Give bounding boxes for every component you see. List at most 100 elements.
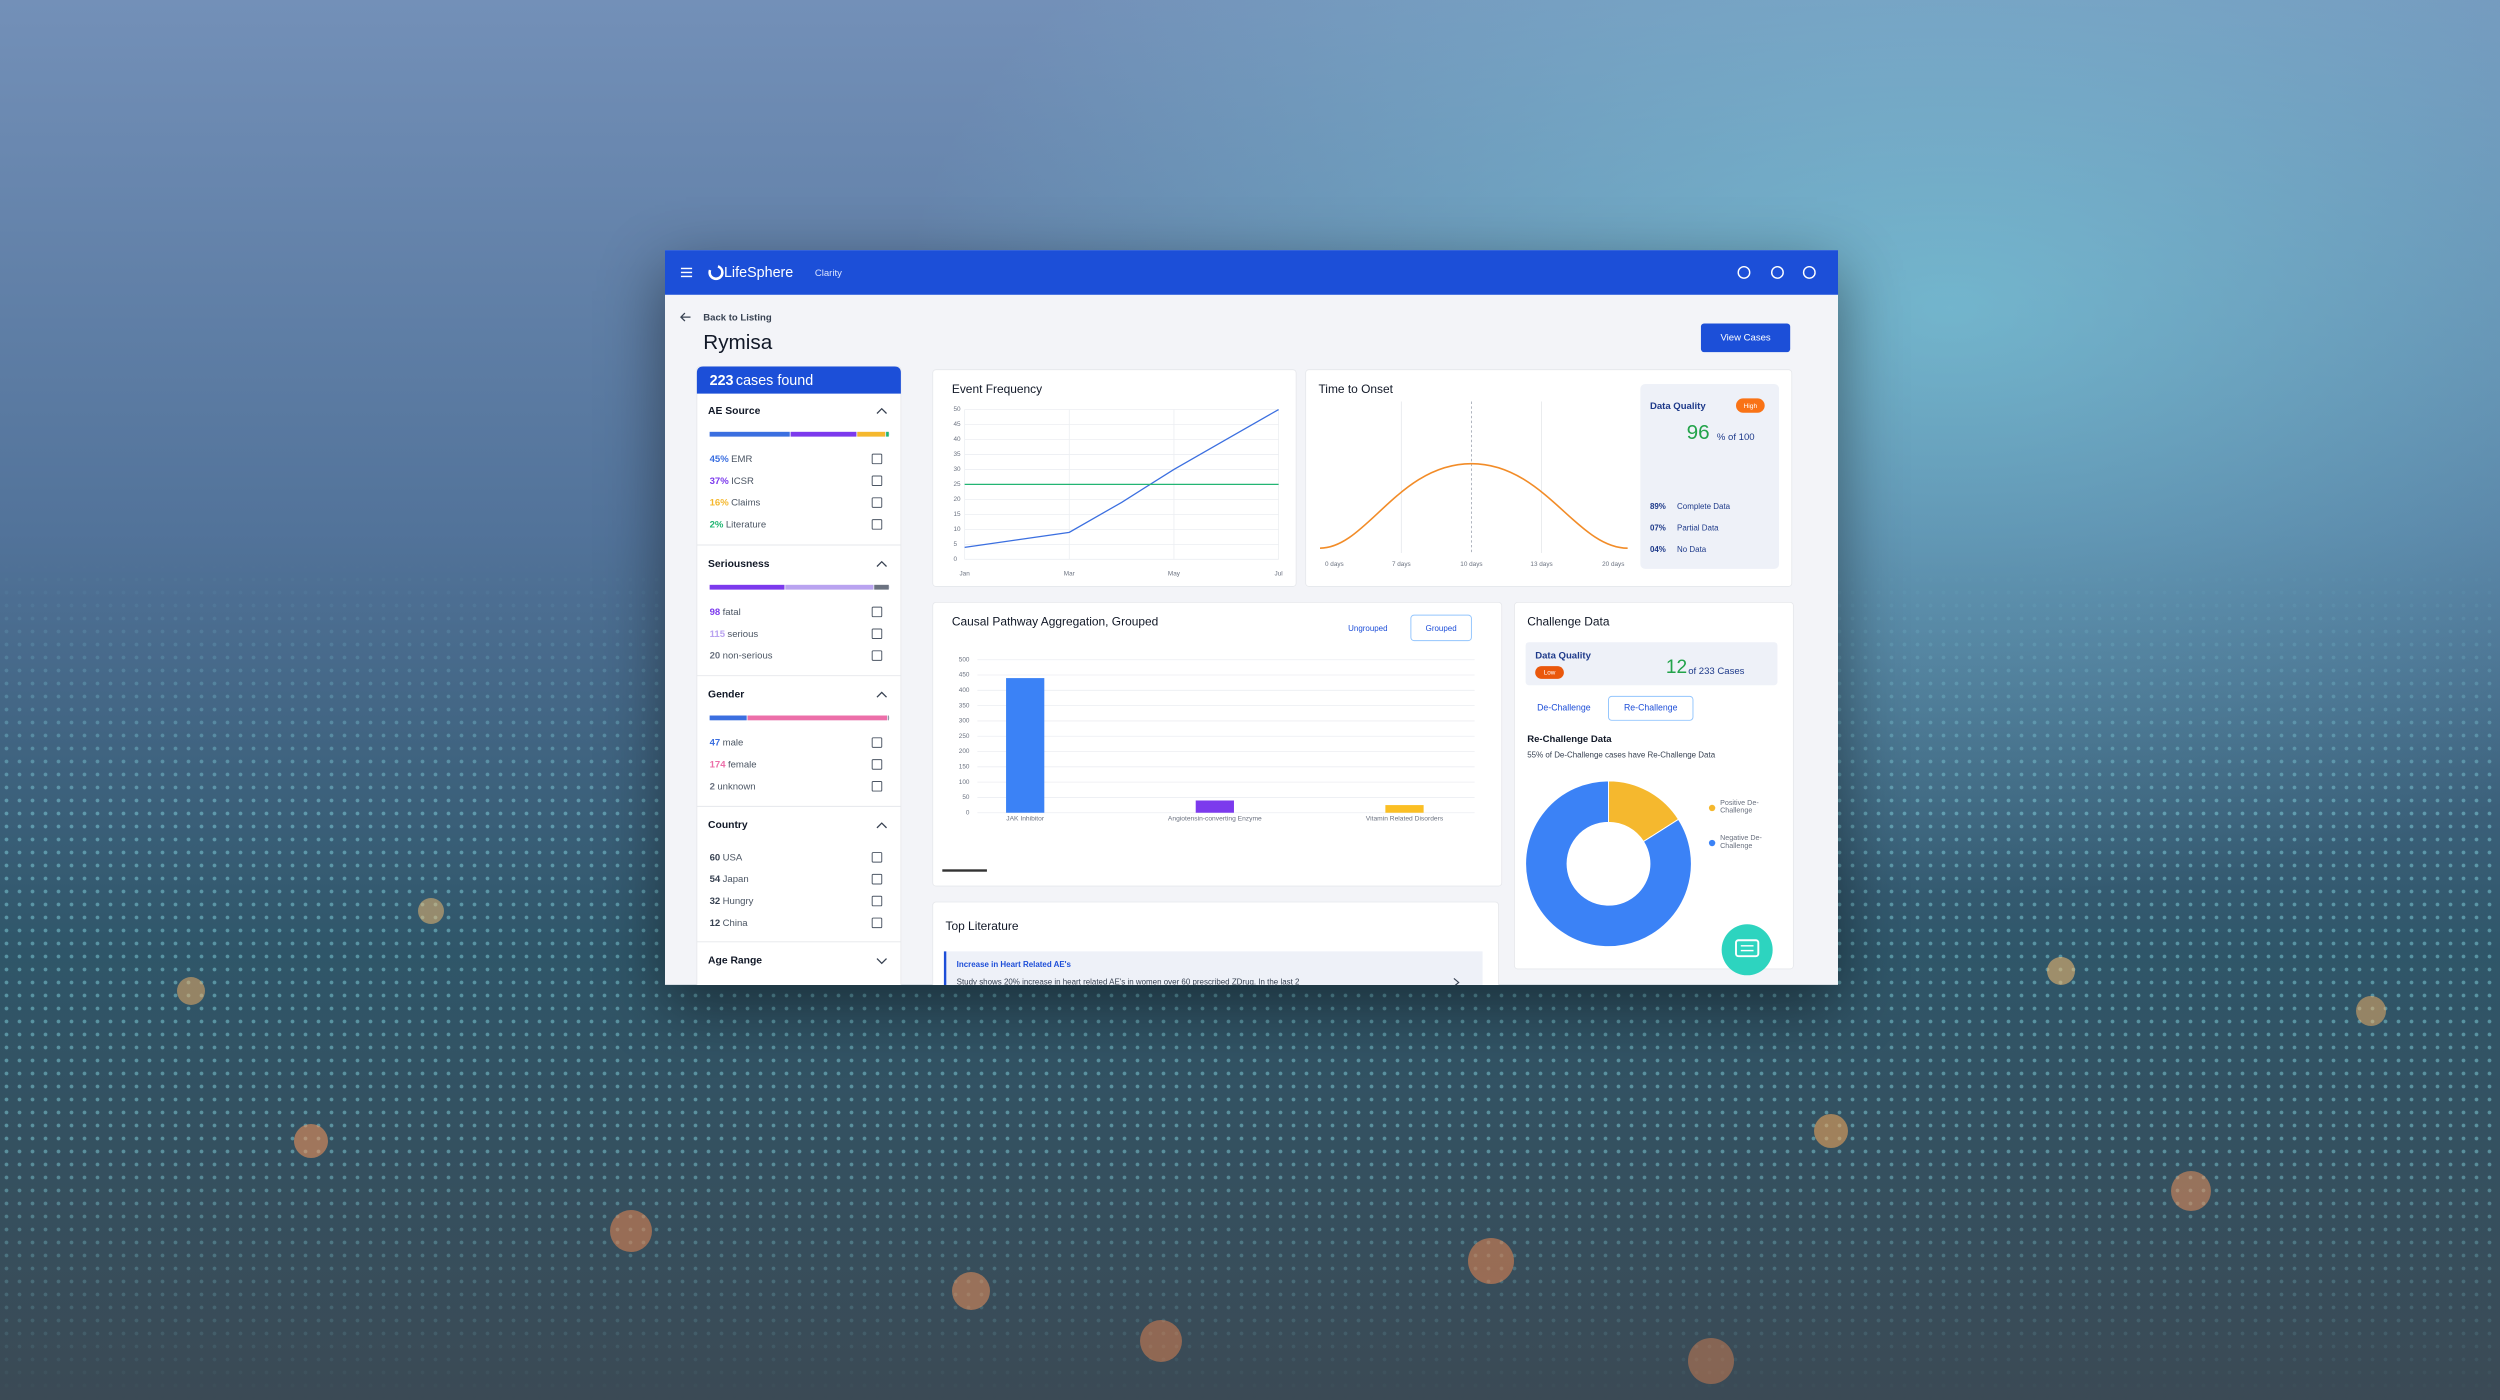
filter-item: 47 male bbox=[710, 737, 744, 748]
filter-item-value: 54 bbox=[710, 874, 721, 885]
x-tick-label: May bbox=[1168, 570, 1181, 577]
literature-accent bbox=[943, 951, 947, 985]
filter-bar-segment bbox=[790, 431, 857, 437]
data-quality-box bbox=[1640, 384, 1780, 569]
filter-title[interactable]: Seriousness bbox=[708, 559, 770, 570]
checkbox[interactable] bbox=[871, 873, 883, 885]
view-cases-button[interactable] bbox=[1700, 323, 1791, 353]
quality-item-name: Partial Data bbox=[1677, 523, 1719, 532]
back-link[interactable]: Back to Listing bbox=[703, 312, 772, 323]
y-tick-label: 35 bbox=[953, 451, 961, 458]
filter-item-value: 2% bbox=[710, 519, 724, 530]
help-icon[interactable] bbox=[1737, 265, 1751, 279]
y-tick-label: 5 bbox=[953, 541, 957, 548]
challenge-count-suffix: of 233 Cases bbox=[1688, 666, 1744, 677]
x-tick-label: 7 days bbox=[1392, 561, 1411, 568]
y-tick-label: 40 bbox=[953, 436, 961, 443]
filter-item: 45% EMR bbox=[710, 453, 753, 464]
literature-item[interactable] bbox=[943, 951, 1483, 985]
checkbox[interactable] bbox=[871, 781, 883, 792]
filter-title[interactable]: AE Source bbox=[708, 406, 761, 417]
data-quality-label: Data Quality bbox=[1650, 401, 1706, 412]
checkbox[interactable] bbox=[871, 497, 883, 508]
checkbox[interactable] bbox=[871, 917, 883, 929]
checkbox[interactable] bbox=[871, 453, 883, 465]
view-cases-label[interactable]: View Cases bbox=[1720, 332, 1770, 343]
checkbox[interactable] bbox=[871, 759, 883, 770]
checkbox[interactable] bbox=[871, 852, 883, 863]
tab-de-challenge[interactable]: De-Challenge bbox=[1537, 703, 1591, 713]
filter-bar-segment bbox=[886, 431, 889, 437]
tab-re-challenge[interactable]: Re-Challenge bbox=[1624, 703, 1678, 713]
filter-item-name: USA bbox=[723, 852, 743, 863]
chevron[interactable] bbox=[876, 407, 887, 414]
notification-icon[interactable] bbox=[1770, 265, 1784, 279]
case-count-label: cases found bbox=[736, 373, 813, 389]
literature-summary: Study shows 20% increase in heart relate… bbox=[957, 978, 1300, 985]
filter-item-value: 2 bbox=[710, 781, 715, 792]
bar bbox=[1006, 678, 1045, 813]
chevron[interactable] bbox=[876, 958, 887, 965]
y-tick-label: 0 bbox=[966, 809, 970, 816]
filter-bar-segment bbox=[785, 584, 874, 590]
app: LifeSphere Clarity Back to Listing Rymisa Vi… bbox=[665, 250, 1838, 985]
filter-item: 98 fatal bbox=[710, 606, 741, 617]
app-window: LifeSphere Clarity Back to Listing Rymisa Vi… bbox=[665, 250, 1838, 985]
legend-label: Positive De-Challenge bbox=[1720, 798, 1759, 815]
page-title: Rymisa bbox=[703, 331, 772, 354]
filter-item: 2% Literature bbox=[710, 519, 767, 530]
onset-curve bbox=[1320, 462, 1628, 549]
filter-item: 60 USA bbox=[710, 852, 743, 863]
filter-bar-segment bbox=[874, 584, 889, 590]
x-tick-label-box: Vitamin Related Disorders bbox=[1366, 816, 1443, 822]
filter-bar-segment bbox=[857, 431, 886, 437]
product-name: Clarity bbox=[815, 268, 842, 279]
x-tick-label: Jul bbox=[1275, 570, 1283, 577]
line-series bbox=[964, 408, 1279, 548]
filter-item-value: 115 bbox=[710, 628, 726, 639]
checkbox[interactable] bbox=[871, 628, 883, 640]
filter-item: 20 non-serious bbox=[710, 650, 773, 661]
checkbox[interactable] bbox=[871, 519, 883, 530]
filter-title[interactable]: Country bbox=[708, 820, 748, 831]
card-title: Event Frequency bbox=[952, 382, 1042, 396]
filter-item: 16% Claims bbox=[710, 497, 761, 508]
back-arrow[interactable] bbox=[680, 312, 691, 322]
filter-header bbox=[696, 366, 901, 394]
toggle-ungrouped[interactable]: Ungrouped bbox=[1348, 624, 1387, 633]
chevron[interactable] bbox=[876, 691, 887, 698]
quality-item-value: 04% bbox=[1650, 545, 1666, 554]
y-tick-label: 250 bbox=[959, 733, 970, 740]
filter-title[interactable]: Gender bbox=[708, 690, 744, 701]
checkbox[interactable] bbox=[871, 475, 883, 487]
card-title: Time to Onset bbox=[1318, 382, 1393, 396]
data-quality-box bbox=[1525, 642, 1778, 686]
chat-button[interactable] bbox=[1721, 924, 1773, 976]
checkbox[interactable] bbox=[871, 606, 883, 618]
case-count: 223 bbox=[710, 373, 734, 389]
chevron[interactable] bbox=[876, 822, 887, 829]
filter-item-value: 45% bbox=[710, 453, 730, 464]
y-tick-label: 400 bbox=[959, 687, 970, 694]
filter-bar-segment bbox=[709, 715, 747, 721]
checkbox[interactable] bbox=[871, 737, 883, 748]
checkbox[interactable] bbox=[871, 650, 883, 661]
filter-bar-segment bbox=[709, 431, 790, 437]
y-tick-label: 50 bbox=[953, 406, 961, 413]
toggle-grouped-box[interactable] bbox=[1410, 614, 1472, 642]
y-tick-label: 45 bbox=[953, 421, 961, 428]
quality-badge bbox=[1736, 398, 1765, 413]
filter-item-value: 20 bbox=[710, 650, 721, 661]
donut-slice bbox=[1525, 780, 1692, 948]
filter-item-name: male bbox=[723, 737, 744, 748]
filter-item-name: non-serious bbox=[723, 650, 773, 661]
chevron bbox=[1453, 978, 1460, 985]
checkbox[interactable] bbox=[871, 895, 883, 907]
tab-re-challenge-box[interactable] bbox=[1608, 695, 1694, 721]
filter-title[interactable]: Age Range bbox=[708, 956, 762, 967]
chevron[interactable] bbox=[876, 560, 887, 567]
toggle-grouped[interactable]: Grouped bbox=[1426, 624, 1457, 633]
quality-score-suffix: % of 100 bbox=[1717, 432, 1755, 443]
account-icon[interactable] bbox=[1802, 265, 1816, 279]
